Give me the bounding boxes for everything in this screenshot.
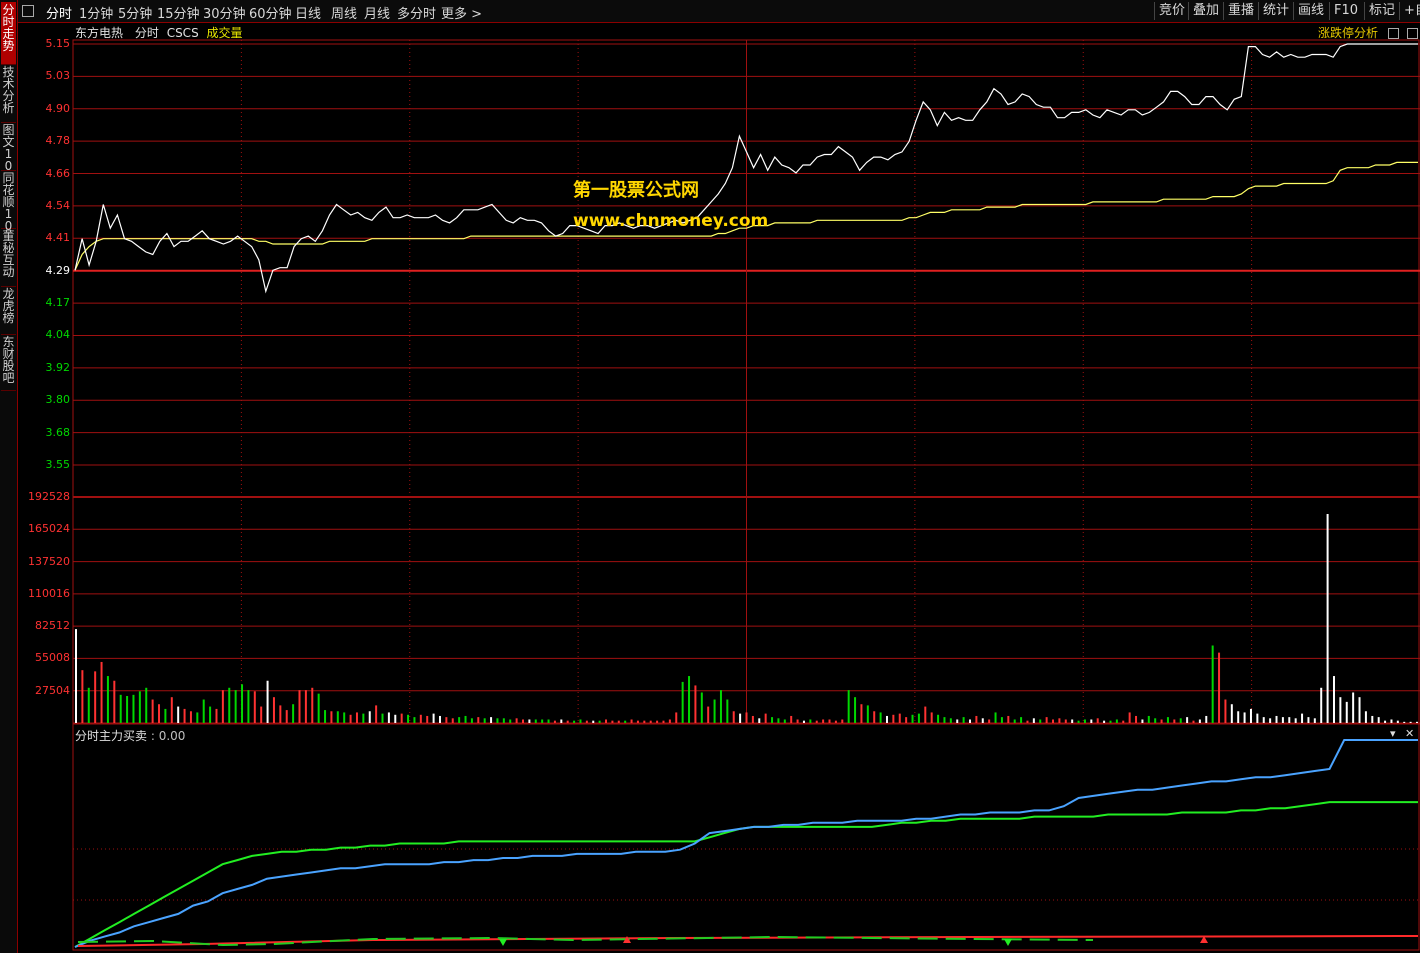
volume-tick-label: 137520 bbox=[28, 554, 70, 568]
watermark-url: www.chnmoney.com bbox=[573, 211, 769, 231]
period-tab-0[interactable]: 分时 bbox=[46, 7, 73, 22]
toolbar-button-5[interactable]: F10 bbox=[1329, 2, 1362, 20]
volume-tick-label: 192528 bbox=[28, 490, 70, 503]
indicator-close-icon[interactable]: ✕ bbox=[1405, 727, 1415, 740]
sidebar-tab-0[interactable]: 分时走势 bbox=[1, 2, 16, 65]
period-tab-4[interactable]: 30分钟 bbox=[203, 7, 246, 22]
period-tab-8[interactable]: 月线 bbox=[364, 7, 391, 22]
indicator-name[interactable]: CSCS bbox=[166, 26, 199, 40]
period-tab-10[interactable]: 更多 > bbox=[441, 7, 483, 22]
chart-mode[interactable]: 分时 bbox=[134, 26, 159, 40]
indicator-lines bbox=[74, 739, 1419, 948]
volume-tick-label: 55008 bbox=[35, 651, 70, 665]
indicator-title[interactable]: 分时主力买卖 bbox=[75, 729, 148, 743]
toolbar-button-0[interactable]: 竞价 bbox=[1154, 2, 1189, 20]
period-tab-1[interactable]: 1分钟 bbox=[79, 7, 114, 22]
volume-tick-label: 165024 bbox=[28, 522, 70, 536]
limit-analysis-bar: 涨跌停分析 bbox=[1318, 24, 1418, 41]
period-tab-9[interactable]: 多分时 bbox=[397, 7, 437, 22]
signal-arrow bbox=[623, 936, 631, 943]
period-tab-2[interactable]: 5分钟 bbox=[118, 7, 153, 22]
grid-lines bbox=[72, 39, 1420, 951]
price-tick-label: 4.78 bbox=[45, 134, 71, 148]
volume-tick-label: 27504 bbox=[35, 683, 70, 697]
price-tick-label: 3.68 bbox=[45, 425, 71, 439]
left-sidebar: 分时走势 技术分析 图文10 同花顺10 董秘互动 龙虎榜 东财股吧 bbox=[0, 0, 18, 953]
chart-subheader: 东方电热 分时 CSCS 成交量 bbox=[75, 24, 243, 41]
period-tab-7[interactable]: 周线 bbox=[331, 7, 358, 22]
toolbar-button-1[interactable]: 叠加 bbox=[1188, 2, 1223, 20]
price-lines bbox=[74, 43, 1418, 294]
toolbar-button-3[interactable]: 统计 bbox=[1258, 2, 1293, 20]
price-tick-label: 5.15 bbox=[45, 37, 71, 50]
price-tick-label: 3.80 bbox=[45, 393, 71, 407]
top-toolbar: 分时 1分钟 5分钟 15分钟 30分钟 60分钟 日线 周线 月线 多分时 更多 > 竞价 叠加 重播统… bbox=[18, 0, 1420, 23]
price-tick-label: 5.03 bbox=[45, 69, 71, 83]
period-tab-6[interactable]: 日线 bbox=[295, 7, 322, 22]
price-tick-label: 4.54 bbox=[45, 198, 71, 212]
price-tick-label: 4.41 bbox=[45, 231, 71, 245]
expand-icon[interactable] bbox=[1387, 28, 1399, 39]
panel-toggle-icon[interactable] bbox=[22, 5, 34, 17]
main-sell-line bbox=[74, 801, 1418, 948]
indicator-value: : 0.00 bbox=[150, 729, 186, 743]
sidebar-tab-4[interactable]: 董秘互动 bbox=[1, 228, 16, 287]
sidebar-tab-6[interactable]: 东财股吧 bbox=[1, 334, 16, 391]
price-tick-label: 4.04 bbox=[45, 328, 71, 342]
sidebar-tab-3[interactable]: 同花顺10 bbox=[1, 171, 16, 233]
signal-arrow bbox=[1200, 936, 1208, 943]
avg-price-line bbox=[74, 161, 1418, 271]
watermark-title: 第一股票公式网 bbox=[573, 180, 699, 201]
volume-tick-label: 110016 bbox=[28, 586, 70, 600]
price-tick-label: 4.90 bbox=[45, 101, 71, 115]
volume-label[interactable]: 成交量 bbox=[206, 26, 243, 40]
indicator-header: 分时主力买卖 : 0.00 bbox=[75, 727, 185, 744]
sidebar-tab-2[interactable]: 图文10 bbox=[1, 123, 16, 173]
net-flow-green-line bbox=[77, 935, 1094, 947]
toolbar-button-4[interactable]: 画线 bbox=[1293, 2, 1328, 20]
period-tab-5[interactable]: 60分钟 bbox=[249, 7, 292, 22]
stock-name: 东方电热 bbox=[75, 26, 124, 40]
volume-bars bbox=[75, 514, 1418, 723]
volume-tick-label: 82512 bbox=[35, 619, 70, 633]
close-icon[interactable] bbox=[1406, 28, 1418, 39]
toolbar-button-2[interactable]: 重播 bbox=[1223, 2, 1258, 20]
net-flow-line bbox=[77, 935, 1419, 947]
dropdown-icon[interactable]: ▾ bbox=[1390, 727, 1396, 740]
sidebar-tab-5[interactable]: 龙虎榜 bbox=[1, 286, 16, 335]
main-buy-line bbox=[74, 739, 1418, 948]
price-tick-label: 4.29 bbox=[45, 263, 71, 277]
toolbar-button-7[interactable]: +自 bbox=[1399, 2, 1420, 20]
signal-arrow bbox=[1004, 939, 1012, 946]
period-tab-3[interactable]: 15分钟 bbox=[157, 7, 200, 22]
price-tick-label: 4.17 bbox=[45, 296, 71, 310]
indicator-controls: ▾ ✕ bbox=[1390, 727, 1414, 740]
price-tick-label: 3.55 bbox=[45, 458, 71, 471]
signal-arrow bbox=[499, 939, 507, 946]
price-tick-label: 4.66 bbox=[45, 166, 71, 180]
toolbar-button-6[interactable]: 标记 bbox=[1364, 2, 1399, 20]
sidebar-tab-1[interactable]: 技术分析 bbox=[1, 64, 16, 123]
price-line bbox=[74, 43, 1418, 294]
limit-analysis-link[interactable]: 涨跌停分析 bbox=[1318, 26, 1379, 40]
price-tick-label: 3.92 bbox=[45, 360, 71, 374]
